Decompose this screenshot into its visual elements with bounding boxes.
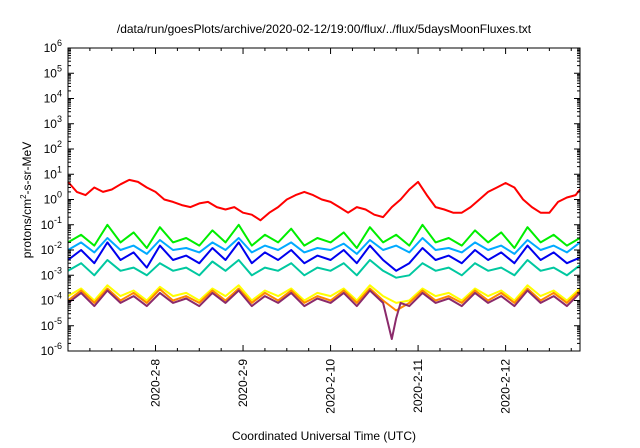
y-tick-label: 10-3 [41,265,62,282]
series-line-4 [67,241,581,272]
x-tick-label: 2020-2-8 [149,359,163,407]
y-tick-label: 102 [44,139,62,156]
y-tick-exponent: -5 [54,316,62,326]
series-line-6 [67,284,581,304]
series-line-2 [67,223,581,249]
series-layer [67,178,581,340]
y-tick-base: 10 [44,142,58,156]
y-tick-base: 10 [44,193,58,207]
y-tick-exponent: 0 [57,190,62,200]
y-tick-exponent: -4 [54,291,62,301]
series-line-8 [67,289,581,340]
y-tick-label: 10-2 [41,240,62,257]
y-tick-exponent: 1 [57,164,62,174]
y-tick-label: 101 [44,164,62,181]
y-tick-label: 10-1 [41,215,62,232]
y-axis-label-rest: -s-sr-MeV [20,142,34,195]
y-tick-base: 10 [41,344,55,358]
x-tick-label: 2020-2-11 [411,359,425,413]
y-tick-exponent: -6 [54,341,62,351]
y-tick-label: 106 [44,38,62,55]
y-tick-exponent: -1 [54,215,62,225]
y-tick-base: 10 [44,92,58,106]
chart-title: /data/run/goesPlots/archive/2020-02-12/1… [117,22,532,36]
y-tick-label: 100 [44,190,62,207]
y-tick-label: 103 [44,114,62,131]
series-line-3 [67,237,581,255]
y-tick-exponent: 4 [57,89,62,99]
y-tick-base: 10 [41,243,55,257]
y-tick-base: 10 [41,294,55,308]
y-tick-label: 10-4 [41,291,62,308]
y-tick-base: 10 [44,167,58,181]
y-tick-exponent: 3 [57,114,62,124]
y-tick-base: 10 [41,319,55,333]
y-axis-label-sup: 2 [19,194,28,199]
y-tick-exponent: -3 [54,265,62,275]
y-axis-label: protons/cm2-s-sr-MeV [19,142,34,258]
y-axis-label-main: protons/cm [20,199,34,258]
y-tick-base: 10 [44,117,58,131]
x-axis-label: Coordinated Universal Time (UTC) [232,429,416,443]
y-tick-label: 104 [44,89,62,106]
y-tick-label: 10-6 [41,341,62,358]
y-axis: 10-610-510-410-310-210-11001011021031041… [41,38,580,358]
x-tick-label: 2020-2-12 [499,359,513,414]
y-tick-label: 105 [44,63,62,80]
series-line-1 [67,178,581,222]
y-tick-base: 10 [41,218,55,232]
y-tick-label: 10-5 [41,316,62,333]
y-tick-base: 10 [44,41,58,55]
x-axis: 2020-2-8 2020-2-9 2020-2-10 2020-2-11 2020-2… [89,48,572,414]
series-line-7 [67,287,581,312]
y-tick-exponent: 2 [57,139,62,149]
y-tick-base: 10 [41,268,55,282]
y-tick-exponent: -2 [54,240,62,250]
y-tick-exponent: 5 [57,63,62,73]
x-tick-label: 2020-2-10 [324,359,338,414]
x-tick-label: 2020-2-9 [236,359,250,407]
series-line-5 [67,259,581,279]
y-tick-exponent: 6 [57,38,62,48]
y-tick-base: 10 [44,66,58,80]
